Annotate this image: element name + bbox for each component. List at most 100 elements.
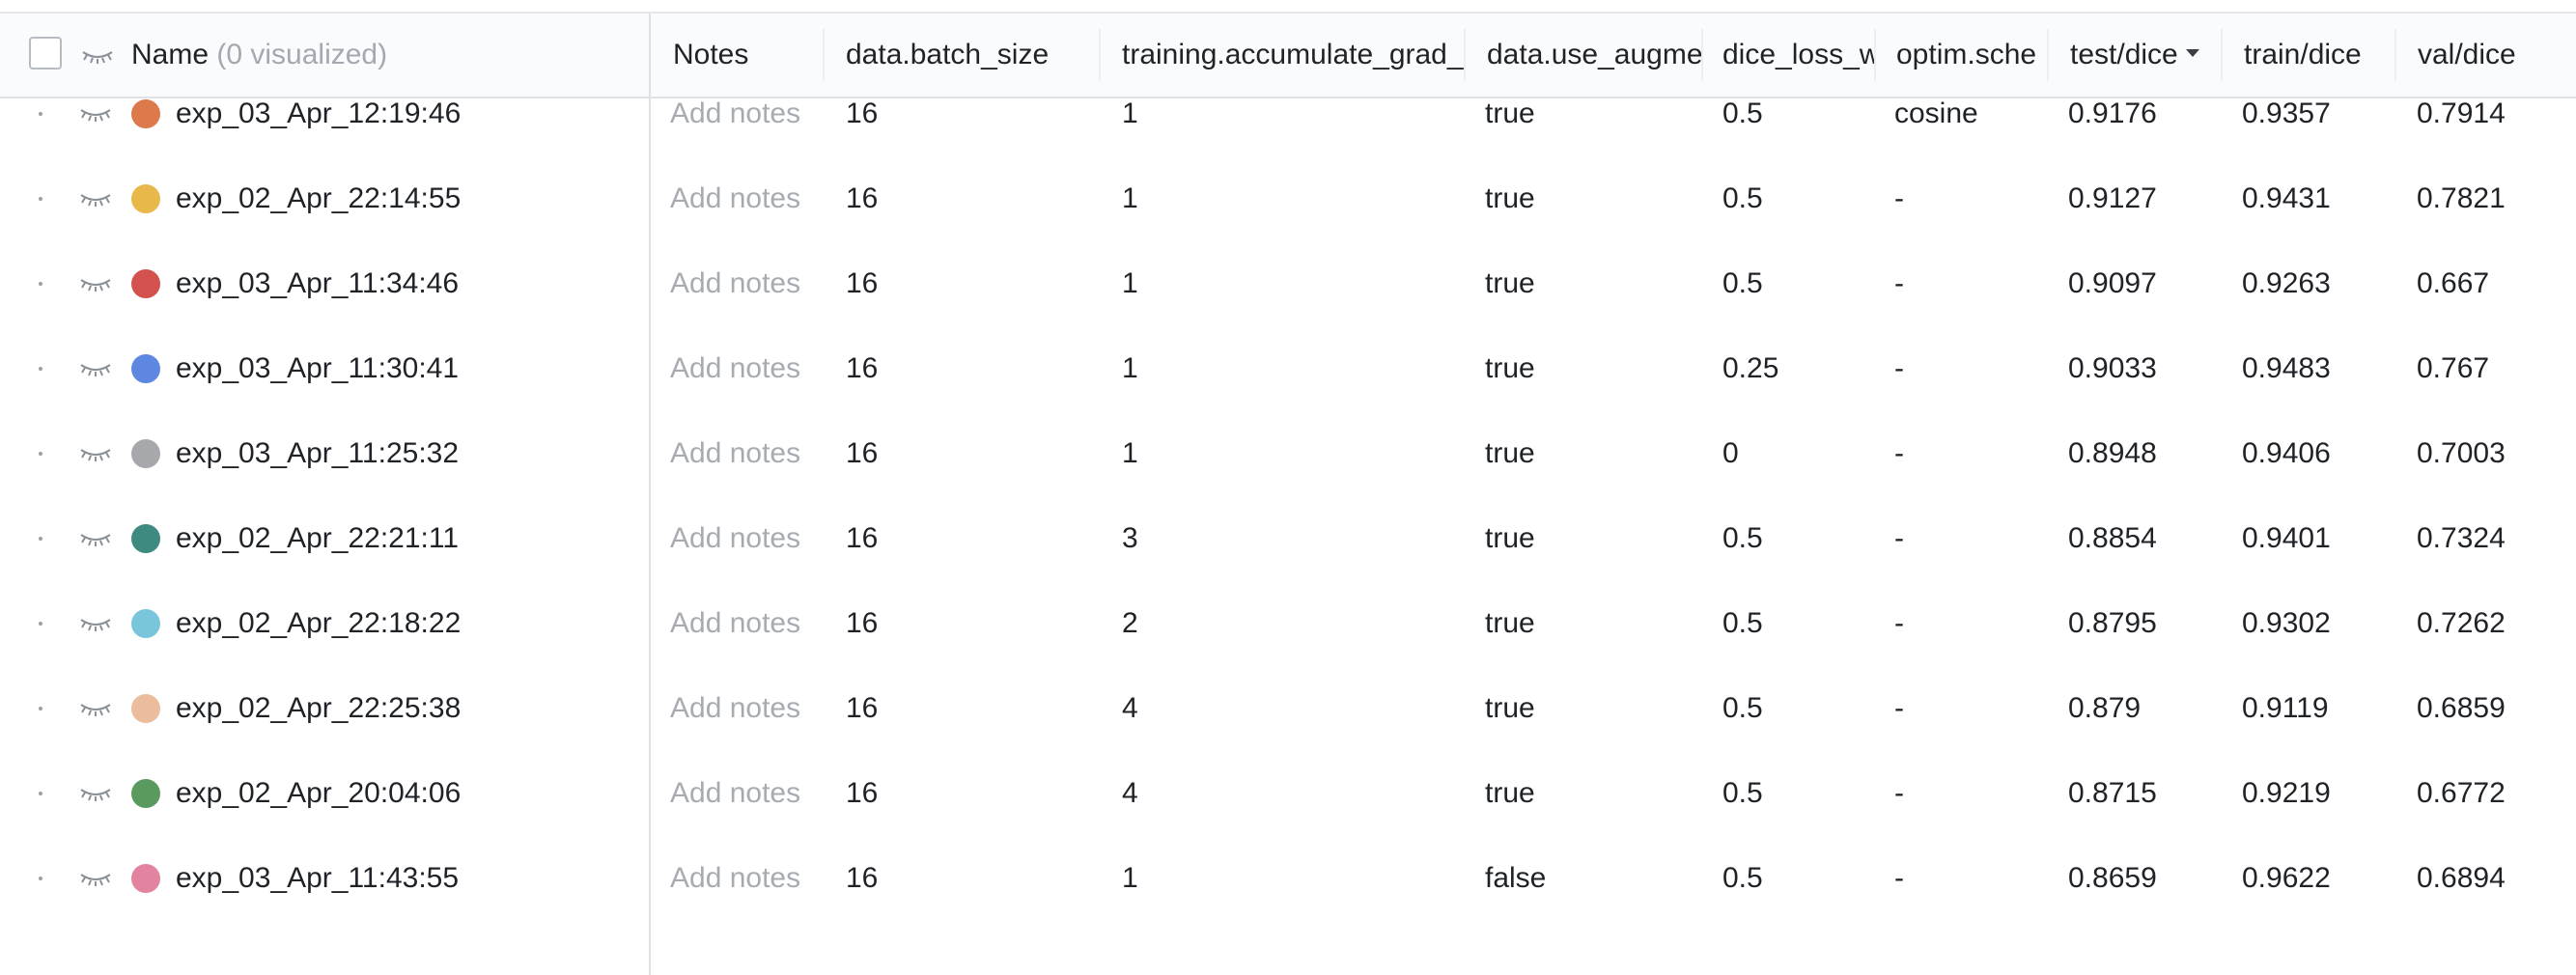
val-dice-cell: 0.6772	[2417, 777, 2506, 809]
visibility-toggle-icon[interactable]	[79, 531, 112, 546]
run-color-swatch[interactable]	[131, 99, 160, 128]
accumulate-grad-cell: 1	[1122, 98, 1138, 129]
visibility-toggle-icon[interactable]	[79, 701, 112, 716]
table-row[interactable]: exp_02_Apr_22:25:38 Add notes 16 4 true 0.5 - 0…	[0, 666, 2576, 751]
column-resize-handle[interactable]	[823, 29, 825, 81]
test-dice-cell: 0.879	[2068, 692, 2142, 724]
visibility-toggle-icon[interactable]	[79, 786, 112, 801]
val-dice-cell: 0.667	[2417, 267, 2490, 299]
column-header-train-dice[interactable]: train/dice	[2244, 39, 2362, 70]
column-resize-handle[interactable]	[1701, 29, 1703, 81]
column-resize-handle[interactable]	[2047, 29, 2049, 81]
row-handle-dot[interactable]	[39, 622, 42, 626]
table-row[interactable]: exp_02_Apr_22:18:22 Add notes 16 2 true 0.5 - 0…	[0, 581, 2576, 666]
accumulate-grad-cell: 1	[1122, 862, 1138, 894]
column-header-use-augmentation[interactable]: data.use_augme	[1487, 39, 1701, 70]
notes-cell[interactable]: Add notes	[670, 607, 801, 639]
visibility-toggle-icon[interactable]	[79, 446, 112, 461]
run-name-link[interactable]: exp_03_Apr_11:30:41	[176, 352, 460, 384]
run-color-swatch[interactable]	[131, 864, 160, 893]
column-resize-handle[interactable]	[1099, 29, 1101, 81]
run-color-swatch[interactable]	[131, 439, 160, 468]
run-name-link[interactable]: exp_02_Apr_20:04:06	[176, 777, 462, 809]
column-header-dice-loss-weight[interactable]: dice_loss_w	[1722, 39, 1874, 70]
use-augmentation-cell: true	[1485, 522, 1535, 554]
row-handle-dot[interactable]	[39, 707, 42, 710]
run-name-link[interactable]: exp_02_Apr_22:18:22	[176, 607, 462, 639]
use-augmentation-cell: true	[1485, 437, 1535, 469]
run-color-swatch[interactable]	[131, 184, 160, 213]
visibility-toggle-icon[interactable]	[79, 276, 112, 292]
pinned-column-divider[interactable]	[649, 14, 651, 975]
column-resize-handle[interactable]	[2221, 29, 2223, 81]
optim-scheduler-cell: -	[1894, 692, 1904, 724]
row-handle-dot[interactable]	[39, 792, 42, 795]
notes-cell[interactable]: Add notes	[670, 267, 801, 299]
notes-cell[interactable]: Add notes	[670, 522, 801, 554]
val-dice-cell: 0.7821	[2417, 182, 2506, 214]
notes-cell[interactable]: Add notes	[670, 182, 801, 214]
run-name-link[interactable]: exp_03_Apr_11:25:32	[176, 437, 460, 469]
table-row[interactable]: exp_03_Apr_12:19:46 Add notes 16 1 true 0.5 co…	[0, 71, 2576, 156]
table-row[interactable]: exp_03_Apr_11:30:41 Add notes 16 1 true 0.25 -…	[0, 326, 2576, 411]
test-dice-cell: 0.9127	[2068, 182, 2157, 214]
table-row[interactable]: exp_02_Apr_22:14:55 Add notes 16 1 true 0.5 - 0…	[0, 156, 2576, 241]
column-header-accumulate-grad[interactable]: training.accumulate_grad_	[1122, 39, 1464, 70]
table-row[interactable]: exp_03_Apr_11:43:55 Add notes 16 1 false 0.5 -…	[0, 836, 2576, 921]
row-handle-dot[interactable]	[39, 112, 42, 116]
run-name-link[interactable]: exp_03_Apr_11:43:55	[176, 862, 460, 894]
run-name-link[interactable]: exp_02_Apr_22:14:55	[176, 182, 462, 214]
column-resize-handle[interactable]	[1464, 29, 1466, 81]
row-handle-dot[interactable]	[39, 367, 42, 371]
run-name-link[interactable]: exp_02_Apr_22:21:11	[176, 522, 460, 554]
visibility-toggle-icon[interactable]	[79, 106, 112, 122]
visibility-toggle-icon[interactable]	[79, 191, 112, 207]
dice-loss-weight-cell: 0.5	[1722, 692, 1763, 724]
notes-cell[interactable]: Add notes	[670, 352, 801, 384]
run-color-swatch[interactable]	[131, 354, 160, 383]
column-header-notes[interactable]: Notes	[673, 39, 749, 70]
column-header-test-dice[interactable]: test/dice	[2070, 14, 2225, 97]
row-handle-dot[interactable]	[39, 452, 42, 456]
column-header-batch-size[interactable]: data.batch_size	[846, 39, 1050, 70]
visibility-toggle-icon[interactable]	[79, 361, 112, 376]
run-color-swatch[interactable]	[131, 609, 160, 638]
visibility-toggle-icon[interactable]	[79, 616, 112, 631]
run-color-swatch[interactable]	[131, 524, 160, 553]
notes-cell[interactable]: Add notes	[670, 692, 801, 724]
visibility-toggle-all-icon[interactable]	[81, 48, 114, 64]
row-handle-dot[interactable]	[39, 537, 42, 541]
table-row[interactable]: exp_03_Apr_11:25:32 Add notes 16 1 true 0 - 0.8…	[0, 411, 2576, 496]
run-color-swatch[interactable]	[131, 269, 160, 298]
dice-loss-weight-cell: 0.5	[1722, 777, 1763, 809]
run-color-swatch[interactable]	[131, 694, 160, 723]
notes-cell[interactable]: Add notes	[670, 777, 801, 809]
notes-cell[interactable]: Add notes	[670, 862, 801, 894]
run-name-link[interactable]: exp_03_Apr_12:19:46	[176, 98, 462, 129]
val-dice-cell: 0.6894	[2417, 862, 2506, 894]
use-augmentation-cell: true	[1485, 98, 1535, 129]
column-header-val-dice[interactable]: val/dice	[2418, 39, 2516, 70]
table-row[interactable]: exp_02_Apr_22:21:11 Add notes 16 3 true 0.5 - 0…	[0, 496, 2576, 581]
test-dice-cell: 0.8948	[2068, 437, 2157, 469]
train-dice-cell: 0.9263	[2242, 267, 2331, 299]
row-handle-dot[interactable]	[39, 197, 42, 201]
run-name-link[interactable]: exp_02_Apr_22:25:38	[176, 692, 462, 724]
test-dice-cell: 0.8659	[2068, 862, 2157, 894]
table-row[interactable]: exp_03_Apr_11:34:46 Add notes 16 1 true 0.5 - 0…	[0, 241, 2576, 326]
row-handle-dot[interactable]	[39, 282, 42, 286]
notes-cell[interactable]: Add notes	[670, 437, 801, 469]
column-header-name[interactable]: Name (0 visualized)	[131, 14, 387, 97]
row-handle-dot[interactable]	[39, 877, 42, 880]
visibility-toggle-icon[interactable]	[79, 871, 112, 886]
select-all-checkbox[interactable]	[29, 37, 62, 70]
column-header-optim-scheduler[interactable]: optim.sche	[1896, 39, 2037, 70]
train-dice-cell: 0.9483	[2242, 352, 2331, 384]
notes-cell[interactable]: Add notes	[670, 98, 801, 129]
run-color-swatch[interactable]	[131, 779, 160, 808]
table-row[interactable]: exp_02_Apr_20:04:06 Add notes 16 4 true 0.5 - 0…	[0, 751, 2576, 836]
column-resize-handle[interactable]	[1874, 29, 1876, 81]
column-resize-handle[interactable]	[2394, 29, 2396, 81]
run-name-link[interactable]: exp_03_Apr_11:34:46	[176, 267, 460, 299]
batch-size-cell: 16	[846, 352, 879, 384]
